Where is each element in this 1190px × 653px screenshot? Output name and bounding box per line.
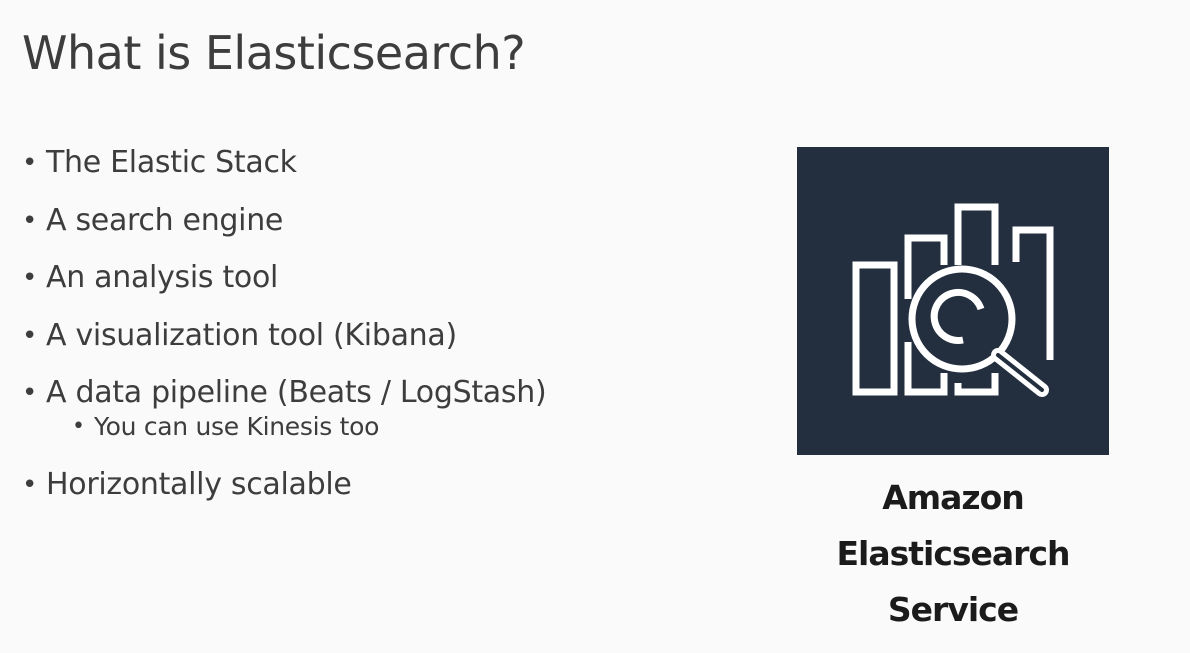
sub-bullet-item: You can use Kinesis too [72, 410, 546, 444]
bullet-list: The Elastic Stack A search engine An ana… [22, 142, 547, 522]
bullet-item: Horizontally scalable [22, 464, 546, 506]
bar-shape [904, 342, 948, 396]
slide-title: What is Elasticsearch? [22, 26, 526, 80]
bar-shape [954, 373, 999, 396]
bullet-item: A visualization tool (Kibana) [22, 315, 546, 357]
magnifier-lens [908, 265, 1016, 373]
magnifier-arc [930, 289, 985, 344]
service-name: Amazon Elasticsearch Service [797, 470, 1109, 638]
bar-shape [852, 261, 898, 396]
service-name-line: Elasticsearch [836, 534, 1070, 573]
magnifier-handle-inner [996, 353, 1044, 392]
elasticsearch-service-icon [797, 147, 1109, 455]
bar-shape [904, 234, 948, 299]
bullet-item: A search engine [22, 200, 546, 242]
bullet-item: A data pipeline (Beats / LogStash) [22, 372, 547, 414]
elasticsearch-service-icon-graphic [852, 203, 1054, 397]
service-name-line: Amazon [882, 478, 1025, 517]
service-name-line: Service [887, 590, 1019, 629]
bullet-item: The Elastic Stack [22, 142, 546, 184]
bar-shape [954, 203, 999, 265]
bar-shape [1012, 226, 1054, 360]
bullet-item: An analysis tool [22, 257, 546, 299]
